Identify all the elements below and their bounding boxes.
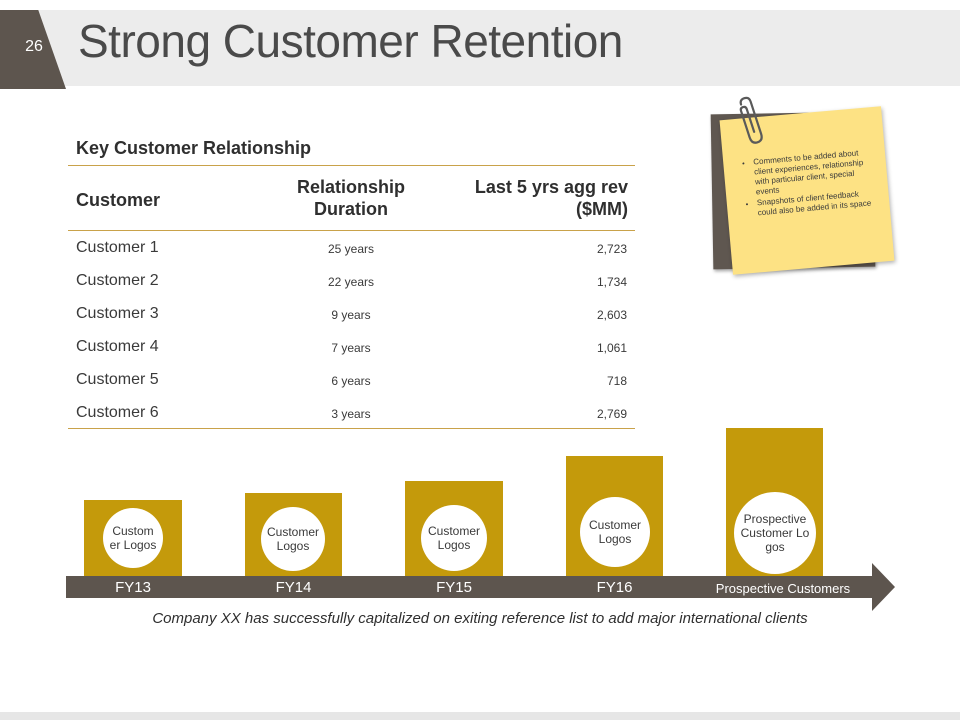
- customer-name: Customer 6: [76, 404, 159, 421]
- relationship-duration: 22 years: [327, 275, 375, 289]
- relationship-duration: 9 years: [331, 308, 371, 322]
- relationship-duration: 7 years: [331, 341, 371, 355]
- customer-name: Customer 5: [76, 371, 159, 388]
- customer-logo-placeholder: Customer Logos: [261, 507, 325, 571]
- relationship-duration: 3 years: [331, 407, 371, 421]
- table-header-rule: [68, 230, 635, 231]
- table-row: Customer 6 3 years 2,769: [68, 397, 635, 430]
- revenue-value: 2,603: [596, 308, 627, 322]
- paperclip-icon: [739, 96, 763, 144]
- column-header-revenue: Last 5 yrs agg rev ($MM): [474, 177, 628, 219]
- title-band: [0, 10, 960, 86]
- revenue-value: 1,061: [596, 341, 627, 355]
- prospective-logo-placeholder: Prospective Customer Logos: [734, 492, 816, 574]
- relationship-duration: 6 years: [331, 374, 371, 388]
- timeline-label: FY14: [275, 579, 312, 596]
- column-header-duration: Relationship Duration: [296, 177, 405, 219]
- customer-logo-placeholder: Customer Logos: [580, 497, 650, 567]
- customer-name: Customer 1: [76, 239, 159, 256]
- logo-placeholder-text: Customer Logos: [588, 518, 641, 546]
- relationship-duration: 25 years: [327, 242, 375, 256]
- table-row: Customer 2 22 years 1,734: [68, 265, 635, 298]
- timeline-label: Prospective Customers: [715, 581, 851, 596]
- revenue-value: 718: [606, 374, 627, 388]
- logo-placeholder-text: Customer Logos: [427, 524, 480, 552]
- table-row: Customer 3 9 years 2,603: [68, 298, 635, 331]
- customer-name: Customer 2: [76, 272, 159, 289]
- bottom-strip: [0, 712, 960, 720]
- revenue-value: 1,734: [596, 275, 627, 289]
- table-bottom-rule: [68, 428, 635, 429]
- customer-logo-placeholder: Customer Logos: [103, 508, 163, 568]
- timeline-label: FY15: [436, 579, 472, 596]
- timeline-arrow: [66, 563, 895, 611]
- note-bullet-list: Comments to be added about client experi…: [731, 147, 880, 220]
- logo-placeholder-text: Customer Logos: [267, 525, 320, 553]
- page-title: Strong Customer Retention: [78, 15, 623, 67]
- table-top-rule: [68, 165, 635, 166]
- table-caption: Key Customer Relationship: [76, 138, 312, 158]
- footer-caption: Company XX has successfully capitalized …: [152, 610, 808, 627]
- table-row: Customer 4 7 years 1,061: [68, 331, 635, 364]
- timeline-label: FY16: [596, 579, 633, 596]
- customer-name: Customer 4: [76, 338, 159, 355]
- customer-name: Customer 3: [76, 305, 159, 322]
- revenue-value: 2,723: [596, 242, 627, 256]
- timeline-label: FY13: [115, 579, 151, 596]
- table-row: Customer 5 6 years 718: [68, 364, 635, 397]
- customer-logo-placeholder: Customer Logos: [421, 505, 487, 571]
- page-number: 26: [25, 38, 43, 55]
- logo-placeholder-text: Prospective Customer Logos: [740, 512, 810, 554]
- logo-placeholder-text: Customer Logos: [109, 524, 157, 552]
- column-header-customer: Customer: [76, 190, 161, 210]
- table-row: Customer 1 25 years 2,723: [68, 232, 635, 265]
- revenue-value: 2,769: [596, 407, 627, 421]
